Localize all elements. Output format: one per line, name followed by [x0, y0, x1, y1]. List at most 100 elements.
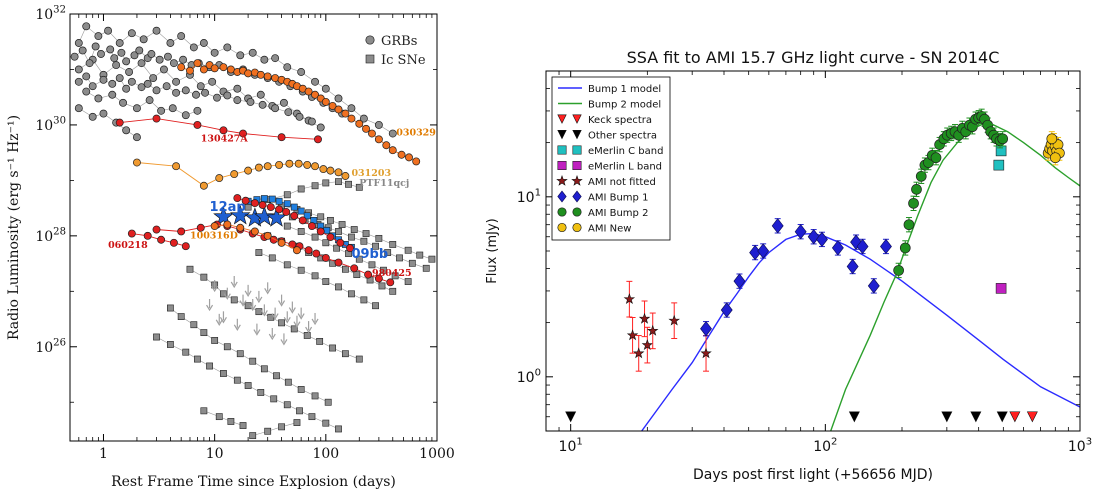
data-point	[335, 178, 342, 186]
legend-label: eMerlin L band	[588, 162, 662, 173]
data-point	[271, 104, 280, 113]
legend-label: AMI New	[588, 224, 631, 235]
data-point	[298, 216, 307, 225]
data-point	[314, 135, 322, 144]
data-point	[223, 43, 232, 52]
data-point	[137, 83, 146, 92]
data-point	[122, 126, 131, 135]
arrow-head	[293, 321, 301, 328]
data-point	[115, 39, 124, 47]
data-point	[412, 157, 421, 166]
data-point	[213, 93, 221, 102]
data-point	[254, 163, 263, 172]
data-point	[311, 182, 319, 190]
data-point	[152, 114, 161, 123]
data-point	[297, 207, 305, 215]
data-point	[333, 244, 340, 252]
data-point	[329, 344, 336, 352]
y-tick-label: 1028	[35, 227, 66, 245]
data-point	[283, 191, 291, 199]
data-point	[360, 237, 368, 245]
data-point	[311, 392, 319, 400]
data-point	[186, 265, 194, 273]
data-point	[297, 185, 305, 193]
data-point	[194, 355, 201, 363]
data-point	[181, 242, 190, 251]
data-point	[82, 87, 91, 96]
arrow-head	[239, 300, 247, 307]
data-point	[181, 86, 190, 95]
data-point	[254, 205, 275, 226]
data-point	[206, 362, 213, 370]
data-point	[275, 160, 284, 169]
data-point	[157, 106, 166, 115]
data-point	[258, 201, 267, 209]
data-point	[255, 290, 263, 304]
right-chart-title: SSA fit to AMI 15.7 GHz light curve - SN…	[627, 48, 1000, 67]
data-point	[278, 423, 285, 431]
data-point	[236, 223, 245, 232]
data-point	[364, 270, 373, 279]
data-point	[244, 284, 252, 298]
legend-row: eMerlin C band	[557, 145, 663, 157]
legend-label: Bump 2 model	[588, 100, 661, 111]
data-point	[94, 94, 103, 103]
data-point	[223, 220, 232, 229]
data-point	[422, 264, 430, 272]
data-point	[316, 123, 325, 132]
data-point	[244, 166, 253, 175]
legend-row: Other spectra	[557, 130, 657, 142]
data-point	[115, 118, 124, 127]
data-point	[210, 48, 219, 57]
annotation-ptf11qcj: PTF11qcj	[359, 178, 409, 189]
data-point	[374, 135, 383, 144]
data-point	[312, 249, 321, 258]
data-point	[155, 55, 164, 64]
legend-marker	[557, 190, 567, 203]
data-point	[378, 282, 386, 290]
data-point	[416, 251, 424, 259]
data-point	[219, 63, 228, 72]
annotation-12ap: 12ap	[210, 200, 246, 215]
data-point	[249, 357, 257, 365]
data-point	[296, 407, 303, 415]
data-point	[311, 233, 319, 241]
data-point	[273, 372, 280, 380]
data-point	[82, 22, 91, 31]
data-point	[169, 59, 178, 68]
data-point	[253, 323, 261, 336]
arrow-head	[268, 333, 276, 341]
data-point	[277, 133, 286, 142]
data-point	[220, 370, 227, 377]
data-point	[149, 74, 158, 83]
data-point	[321, 97, 330, 106]
data-point	[668, 314, 680, 326]
data-point	[230, 296, 238, 304]
data-point	[256, 70, 265, 79]
data-point	[258, 100, 267, 109]
legend-marker	[556, 174, 568, 186]
legend-marker	[572, 190, 582, 203]
legend-marker	[572, 145, 582, 155]
left-y-axis-label: Radio Luminosity (erg s⁻¹ Hz⁻¹)	[6, 115, 22, 340]
data-point	[303, 212, 311, 220]
series-ami-bump-2	[893, 108, 1009, 279]
data-point	[283, 63, 292, 72]
x-tick-label: 10	[206, 446, 224, 462]
data-point	[404, 278, 412, 285]
data-point	[319, 165, 328, 174]
data-point	[163, 52, 172, 61]
data-point	[186, 66, 194, 75]
data-point	[223, 287, 231, 300]
data-point	[831, 240, 844, 256]
legend-row: Keck spectra	[557, 114, 652, 126]
data-point	[396, 254, 403, 262]
data-point	[167, 304, 174, 312]
data-point	[239, 294, 247, 307]
right-x-axis-label: Days post first light (+56656 MJD)	[693, 467, 933, 483]
data-point	[405, 153, 413, 162]
data-point	[930, 152, 942, 164]
data-point	[846, 258, 859, 275]
data-point	[771, 218, 784, 234]
data-point	[275, 197, 283, 205]
